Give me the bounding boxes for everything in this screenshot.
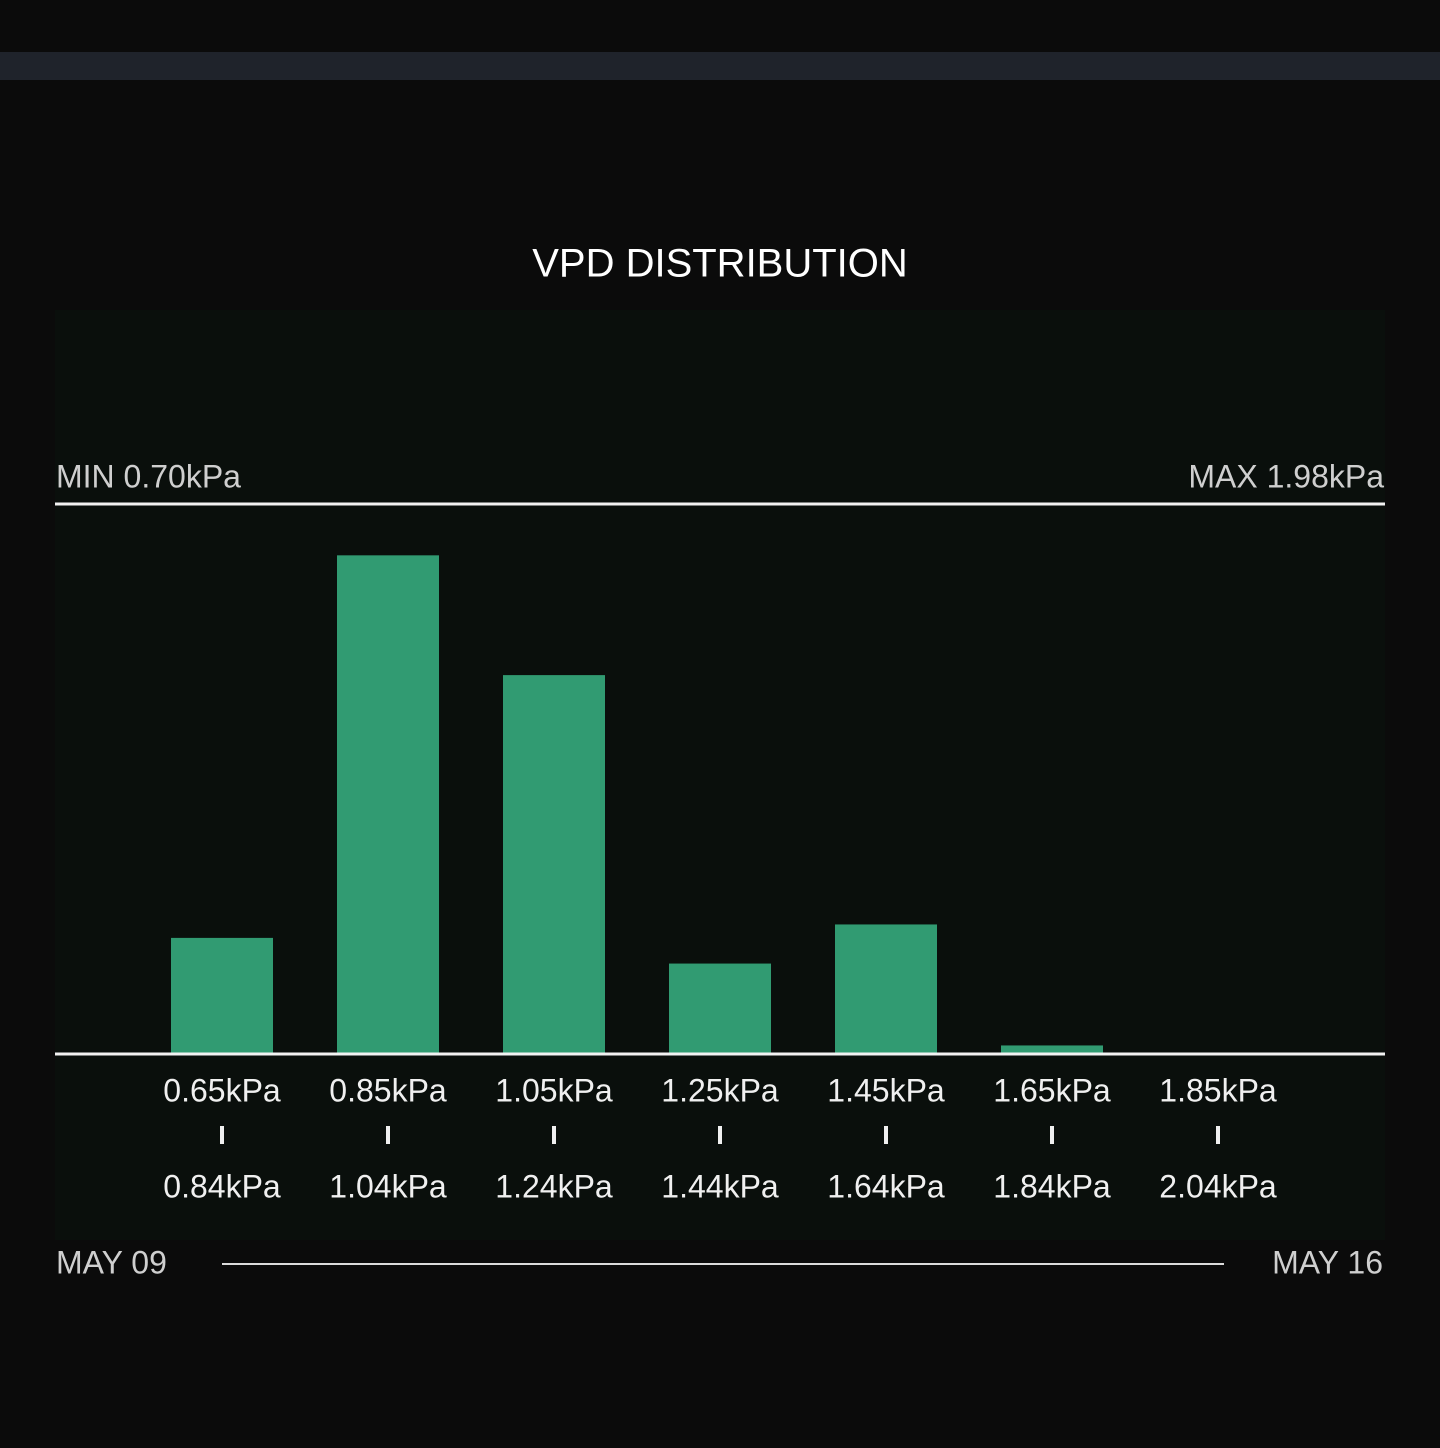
bin-separator — [386, 1126, 390, 1144]
bin-low-label: 0.85kPa — [329, 1072, 447, 1108]
bin-high-label: 1.84kPa — [993, 1168, 1111, 1204]
bin-low-label: 1.45kPa — [827, 1072, 945, 1108]
bin-low-label: 0.65kPa — [163, 1072, 281, 1108]
bar — [835, 924, 937, 1054]
bin-high-label: 1.04kPa — [329, 1168, 447, 1204]
bin-low-label: 1.85kPa — [1159, 1072, 1277, 1108]
bar — [171, 937, 273, 1054]
chart-panel — [55, 310, 1385, 1240]
bar — [503, 675, 605, 1054]
bin-high-label: 0.84kPa — [163, 1168, 281, 1204]
top-strip — [0, 52, 1440, 80]
bar — [1001, 1045, 1103, 1054]
bin-high-label: 2.04kPa — [1159, 1168, 1277, 1204]
bin-separator — [718, 1126, 722, 1144]
bin-separator — [220, 1126, 224, 1144]
bin-low-label: 1.05kPa — [495, 1072, 613, 1108]
bin-separator — [884, 1126, 888, 1144]
bin-low-label: 1.25kPa — [661, 1072, 779, 1108]
bin-separator — [1216, 1126, 1220, 1144]
bin-high-label: 1.24kPa — [495, 1168, 613, 1204]
bin-high-label: 1.64kPa — [827, 1168, 945, 1204]
bin-separator — [1050, 1126, 1054, 1144]
max-label: MAX 1.98kPa — [1188, 458, 1384, 494]
date-start: MAY 09 — [56, 1244, 167, 1280]
bar — [669, 963, 771, 1054]
bar — [337, 555, 439, 1054]
date-end: MAY 16 — [1272, 1244, 1383, 1280]
chart-title: VPD DISTRIBUTION — [532, 242, 908, 286]
bin-high-label: 1.44kPa — [661, 1168, 779, 1204]
bin-separator — [552, 1126, 556, 1144]
bin-low-label: 1.65kPa — [993, 1072, 1111, 1108]
min-label: MIN 0.70kPa — [56, 458, 241, 494]
